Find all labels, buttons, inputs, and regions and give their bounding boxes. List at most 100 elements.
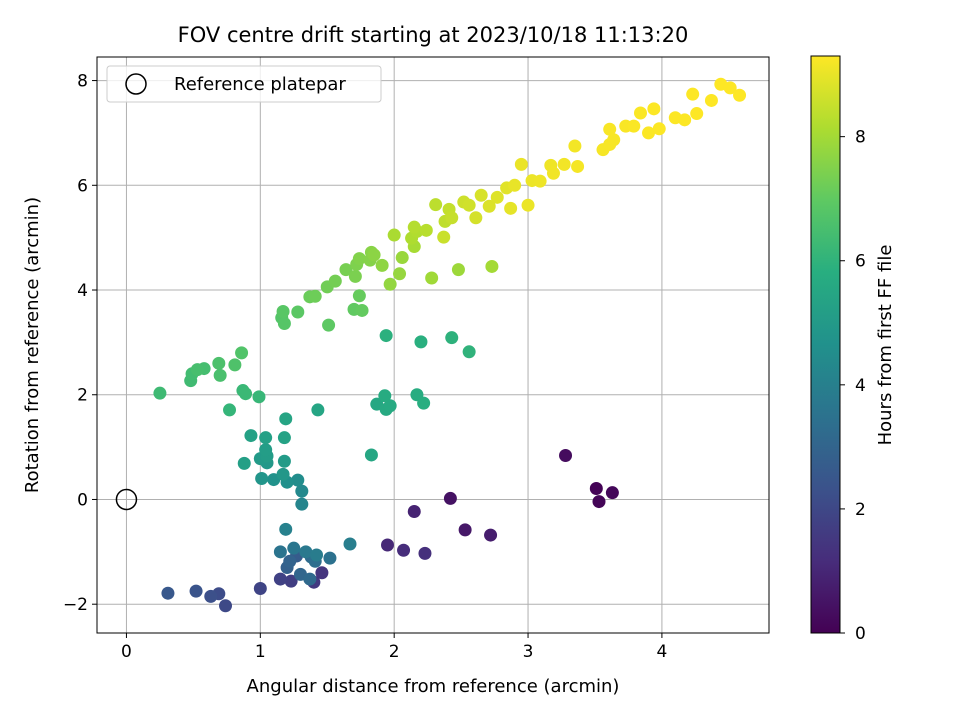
data-point [458, 523, 472, 537]
x-axis-label: Angular distance from reference (arcmin) [247, 676, 620, 697]
data-point [277, 431, 291, 445]
data-point [204, 589, 218, 603]
data-point [212, 356, 226, 370]
data-point [291, 305, 305, 319]
data-point [378, 389, 392, 403]
data-point [425, 271, 439, 285]
data-point [508, 178, 522, 192]
data-point [295, 484, 309, 498]
data-point [485, 259, 499, 273]
data-point [733, 88, 747, 102]
legend-box [106, 65, 382, 103]
data-point [633, 106, 647, 120]
chart-title: FOV centre drift starting at 2023/10/18 … [178, 23, 689, 47]
data-point [559, 448, 573, 462]
data-point [383, 277, 397, 291]
data-point [469, 211, 483, 225]
data-point [223, 403, 237, 417]
data-point [514, 157, 528, 171]
data-point [287, 541, 301, 555]
data-point [352, 289, 366, 303]
data-point [244, 429, 258, 443]
data-point [592, 495, 606, 509]
data-point [284, 574, 298, 588]
y-tick-label: 6 [77, 176, 88, 196]
data-point [393, 267, 407, 281]
data-point [407, 505, 421, 519]
colorbar-tick-label: 6 [855, 252, 866, 272]
data-point [277, 317, 291, 331]
data-point [259, 431, 273, 445]
data-point [397, 543, 411, 557]
data-point [348, 269, 362, 283]
data-point [273, 572, 287, 586]
y-tick-label: 8 [77, 72, 88, 92]
data-point [310, 548, 324, 562]
data-point [379, 329, 393, 343]
data-point [339, 263, 353, 277]
data-point [311, 403, 325, 417]
data-point [352, 252, 366, 266]
data-point [277, 454, 291, 468]
data-point [189, 584, 203, 598]
colorbar-tick-label: 4 [855, 376, 866, 396]
data-point [445, 211, 459, 225]
data-point [605, 486, 619, 500]
data-point [589, 481, 603, 495]
data-point [255, 472, 269, 486]
data-point [299, 545, 313, 559]
data-point [323, 551, 337, 565]
colorbar-gradient [810, 55, 841, 634]
data-point [295, 497, 309, 511]
reference-platepar-marker [115, 488, 138, 511]
data-point [484, 528, 498, 542]
data-point [235, 346, 249, 360]
data-point [273, 545, 287, 559]
data-point [504, 201, 518, 215]
data-point [437, 230, 451, 244]
legend-entry-reference: Reference platepar [174, 74, 346, 95]
colorbar-ticks: 0 2 4 6 8 [840, 128, 866, 644]
data-point [678, 113, 692, 127]
x-tick-label: 4 [656, 642, 667, 662]
data-point [704, 93, 718, 107]
data-point [161, 586, 175, 600]
data-point [462, 198, 476, 212]
data-point [652, 122, 666, 136]
data-point [546, 166, 560, 180]
x-tick-label: 0 [121, 642, 132, 662]
colorbar: 0 2 4 6 8 Hours from first FF file [810, 55, 896, 644]
data-point [723, 81, 737, 95]
data-point [603, 122, 617, 136]
data-point [219, 599, 233, 613]
data-point [355, 303, 369, 317]
data-point [647, 102, 661, 116]
reference-marker-group [115, 488, 138, 511]
data-point [276, 304, 290, 318]
y-ticks: −2 0 2 4 6 8 [63, 72, 97, 615]
x-ticks: 0 1 2 3 4 [121, 633, 667, 662]
y-tick-label: 0 [77, 490, 88, 510]
data-point [571, 159, 585, 173]
data-point [686, 87, 700, 101]
data-points [153, 77, 747, 613]
data-point [153, 386, 167, 400]
grid [97, 57, 769, 633]
data-point [279, 412, 293, 426]
plot-frame [96, 56, 770, 634]
data-point [490, 190, 504, 204]
data-point [283, 554, 297, 568]
data-point [367, 248, 381, 262]
data-point [190, 363, 204, 377]
data-point [533, 174, 547, 188]
data-point [228, 358, 242, 372]
data-point [414, 335, 428, 349]
data-point [380, 538, 394, 552]
data-point [291, 473, 305, 487]
data-point [383, 399, 397, 413]
data-point [276, 467, 290, 481]
data-point [253, 581, 267, 595]
data-point [308, 289, 322, 303]
colorbar-tick-label: 0 [855, 624, 866, 644]
